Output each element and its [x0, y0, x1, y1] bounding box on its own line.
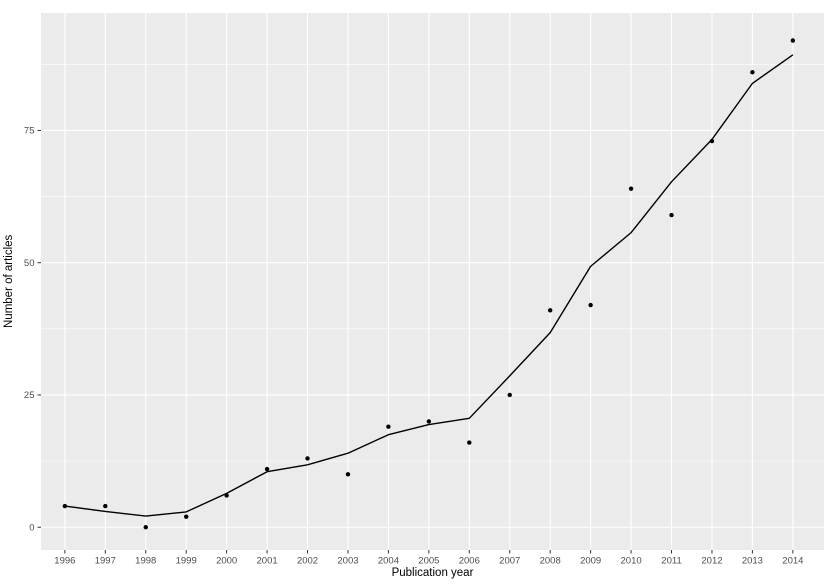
x-tick-label: 2012	[701, 556, 722, 567]
data-point	[467, 440, 472, 445]
data-point	[709, 138, 715, 144]
x-tick-label: 2007	[499, 556, 520, 567]
y-tick-label: 75	[24, 126, 35, 137]
data-point	[588, 302, 593, 308]
x-tick-label: 2005	[418, 556, 439, 567]
x-tick-label: 1997	[95, 556, 116, 567]
data-point	[183, 514, 189, 519]
x-tick-label: 2013	[742, 556, 763, 567]
x-tick-label: 2008	[540, 556, 561, 567]
x-axis-title: Publication year	[391, 567, 474, 579]
y-tick-label: 25	[24, 390, 35, 401]
data-point	[264, 466, 270, 472]
data-point	[62, 503, 68, 509]
data-point	[426, 419, 432, 424]
data-point	[669, 212, 674, 218]
x-tick-label: 2002	[297, 556, 318, 567]
data-point	[628, 186, 634, 191]
data-point	[143, 525, 148, 530]
x-tick-label: 2014	[782, 556, 803, 567]
data-point	[224, 493, 229, 498]
y-tick-label: 50	[24, 258, 35, 269]
smooth-fit-line	[64, 54, 794, 517]
data-point	[386, 424, 391, 429]
x-tick-label: 2006	[459, 556, 480, 567]
x-tick-label: 2004	[378, 556, 399, 567]
data-point	[750, 70, 755, 75]
x-tick-label: 2001	[257, 556, 278, 567]
data-point	[790, 38, 796, 43]
x-tick-label: 2009	[580, 556, 601, 567]
data-point	[345, 472, 351, 477]
y-axis-title: Number of articles	[3, 234, 15, 329]
data-point	[305, 456, 310, 461]
x-tick-label: 2003	[337, 556, 358, 567]
x-tick-label: 2010	[621, 556, 642, 567]
x-tick-label: 2000	[216, 556, 237, 567]
plot-panel-background	[41, 13, 824, 550]
data-point	[103, 503, 108, 509]
data-point	[547, 308, 553, 313]
y-tick-label: 0	[29, 522, 34, 533]
x-tick-label: 1996	[54, 556, 75, 567]
x-tick-label: 1998	[135, 556, 156, 567]
x-tick-label: 1999	[176, 556, 197, 567]
x-tick-label: 2011	[661, 556, 681, 567]
data-point	[507, 392, 512, 398]
